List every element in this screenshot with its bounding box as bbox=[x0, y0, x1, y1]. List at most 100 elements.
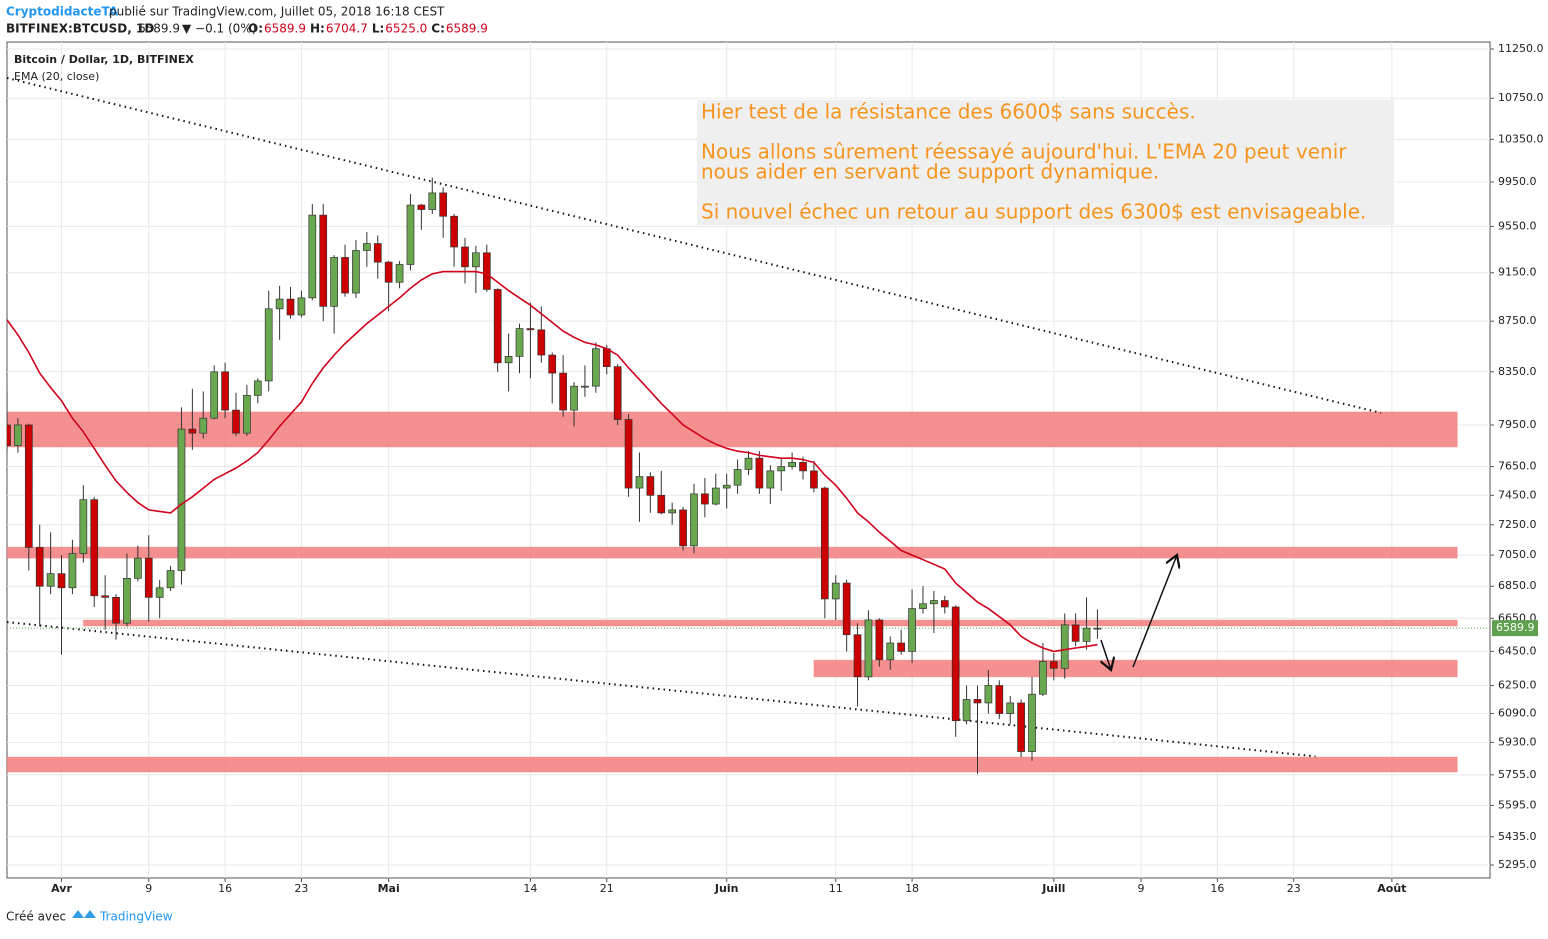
y-tick-label: 6090.0 bbox=[1498, 707, 1537, 720]
candle-body bbox=[995, 685, 1004, 714]
y-tick-label: 5295.0 bbox=[1498, 858, 1537, 871]
logo bbox=[72, 910, 96, 918]
candle-body bbox=[940, 600, 949, 608]
author[interactable]: CryptodidacteTA bbox=[6, 5, 119, 19]
candle-body bbox=[1039, 661, 1047, 695]
y-tick-label: 5595.0 bbox=[1498, 798, 1537, 811]
candle-body bbox=[733, 469, 742, 486]
candle-body bbox=[362, 243, 371, 251]
trendline bbox=[7, 77, 1382, 414]
candle-body bbox=[308, 214, 317, 299]
candle-body bbox=[155, 587, 164, 598]
candle-body bbox=[1049, 661, 1058, 669]
footer-text: Créé avec bbox=[6, 910, 66, 924]
y-tick-label: 5435.0 bbox=[1498, 830, 1537, 843]
candle-body bbox=[581, 385, 589, 388]
candle-body bbox=[1028, 693, 1036, 752]
annotation-line: nous aider en servant de support dynamiq… bbox=[701, 160, 1159, 184]
change: ▼ −0.1 (0%) bbox=[182, 22, 256, 36]
candle-body bbox=[853, 634, 862, 678]
ohlc-key: L: bbox=[372, 22, 384, 36]
zone bbox=[7, 546, 1458, 559]
x-tick-label: 14 bbox=[523, 882, 537, 895]
footer-brand[interactable]: TradingView bbox=[99, 910, 173, 924]
annotation-line: Hier test de la résistance des 6600$ san… bbox=[701, 100, 1196, 124]
candle-body bbox=[264, 308, 273, 382]
ohlc-key: H: bbox=[310, 22, 325, 36]
ohlc: O: 6589.9 H: 6704.7 L: 6525.0 C: 6589.9 bbox=[248, 22, 488, 36]
annotation-line: Nous allons sûrement réessayé aujourd'hu… bbox=[701, 140, 1347, 164]
candle-body bbox=[395, 264, 404, 283]
zone bbox=[813, 659, 1458, 678]
y-tick-label: 6450.0 bbox=[1498, 644, 1537, 657]
y-tick-label: 10350.0 bbox=[1498, 132, 1544, 145]
candle-body bbox=[384, 261, 393, 283]
candle-body bbox=[526, 328, 535, 331]
x-tick-label: 21 bbox=[600, 882, 614, 895]
y-tick-label: 6250.0 bbox=[1498, 678, 1537, 691]
candle-body bbox=[286, 298, 295, 316]
candle-body bbox=[123, 577, 131, 624]
y-tick-label: 9150.0 bbox=[1498, 266, 1537, 279]
candle-body bbox=[493, 289, 502, 364]
y-tick-label: 8350.0 bbox=[1498, 365, 1537, 378]
candle-body bbox=[755, 457, 764, 489]
candle-body bbox=[842, 582, 851, 636]
candle-body bbox=[243, 395, 251, 434]
candle-body bbox=[646, 476, 655, 496]
candle-body bbox=[591, 348, 600, 387]
candle-body bbox=[188, 428, 197, 434]
candle-body bbox=[177, 428, 186, 571]
candle-body bbox=[515, 328, 524, 357]
y-tick-label: 11250.0 bbox=[1498, 42, 1544, 55]
candle-body bbox=[297, 297, 306, 316]
candle-body bbox=[613, 366, 622, 420]
candle-body bbox=[428, 192, 437, 210]
x-tick-label: 16 bbox=[218, 882, 232, 895]
ohlc-value: 6589.9 bbox=[446, 22, 488, 36]
candle-body bbox=[1071, 624, 1080, 642]
candle-body bbox=[319, 214, 328, 307]
ema-line bbox=[7, 270, 1098, 653]
x-tick-label: Août bbox=[1377, 882, 1406, 895]
y-tick-label: 10750.0 bbox=[1498, 91, 1544, 104]
candle-body bbox=[973, 699, 982, 704]
candle-body bbox=[134, 557, 142, 579]
candle-body bbox=[559, 372, 567, 411]
marks bbox=[7, 77, 1490, 774]
candle-body bbox=[690, 493, 698, 547]
candle-body bbox=[570, 385, 578, 411]
candle-body bbox=[897, 642, 906, 652]
candle-body bbox=[810, 470, 818, 489]
candle-body bbox=[24, 424, 33, 548]
annotation: Hier test de la résistance des 6600$ san… bbox=[701, 100, 1366, 224]
candle-body bbox=[1006, 702, 1015, 714]
x-tick-label: 9 bbox=[145, 882, 152, 895]
candle-body bbox=[831, 582, 840, 600]
candle-body bbox=[657, 494, 666, 514]
candle-body bbox=[668, 509, 677, 514]
y-tick-label: 7450.0 bbox=[1498, 488, 1537, 501]
ohlc-value: 6525.0 bbox=[385, 22, 427, 36]
x-tick-label: Avr bbox=[51, 882, 72, 895]
candle-body bbox=[537, 329, 546, 356]
x-tick-label: Juill bbox=[1041, 882, 1065, 895]
legend-title: Bitcoin / Dollar, 1D, BITFINEX bbox=[14, 53, 194, 66]
candle-body bbox=[820, 487, 829, 600]
candle-body bbox=[101, 595, 109, 598]
x-tick-label: 16 bbox=[1210, 882, 1224, 895]
candle-body bbox=[472, 252, 480, 268]
candle-body bbox=[330, 257, 338, 307]
symbol: BITFINEX:BTCUSD, 1D bbox=[6, 22, 154, 36]
ohlc-value: 6589.9 bbox=[264, 22, 306, 36]
candle-body bbox=[417, 204, 426, 210]
candle-body bbox=[439, 192, 448, 217]
candle-body bbox=[777, 466, 786, 472]
candle-body bbox=[548, 354, 557, 374]
x-tick-label: Mai bbox=[378, 882, 400, 895]
last-price-box bbox=[1492, 620, 1538, 637]
candle-body bbox=[79, 499, 88, 554]
candle-body bbox=[722, 484, 731, 489]
published: publié sur TradingView.com, Juillet 05, … bbox=[109, 5, 445, 19]
arrow-down bbox=[1101, 639, 1111, 670]
